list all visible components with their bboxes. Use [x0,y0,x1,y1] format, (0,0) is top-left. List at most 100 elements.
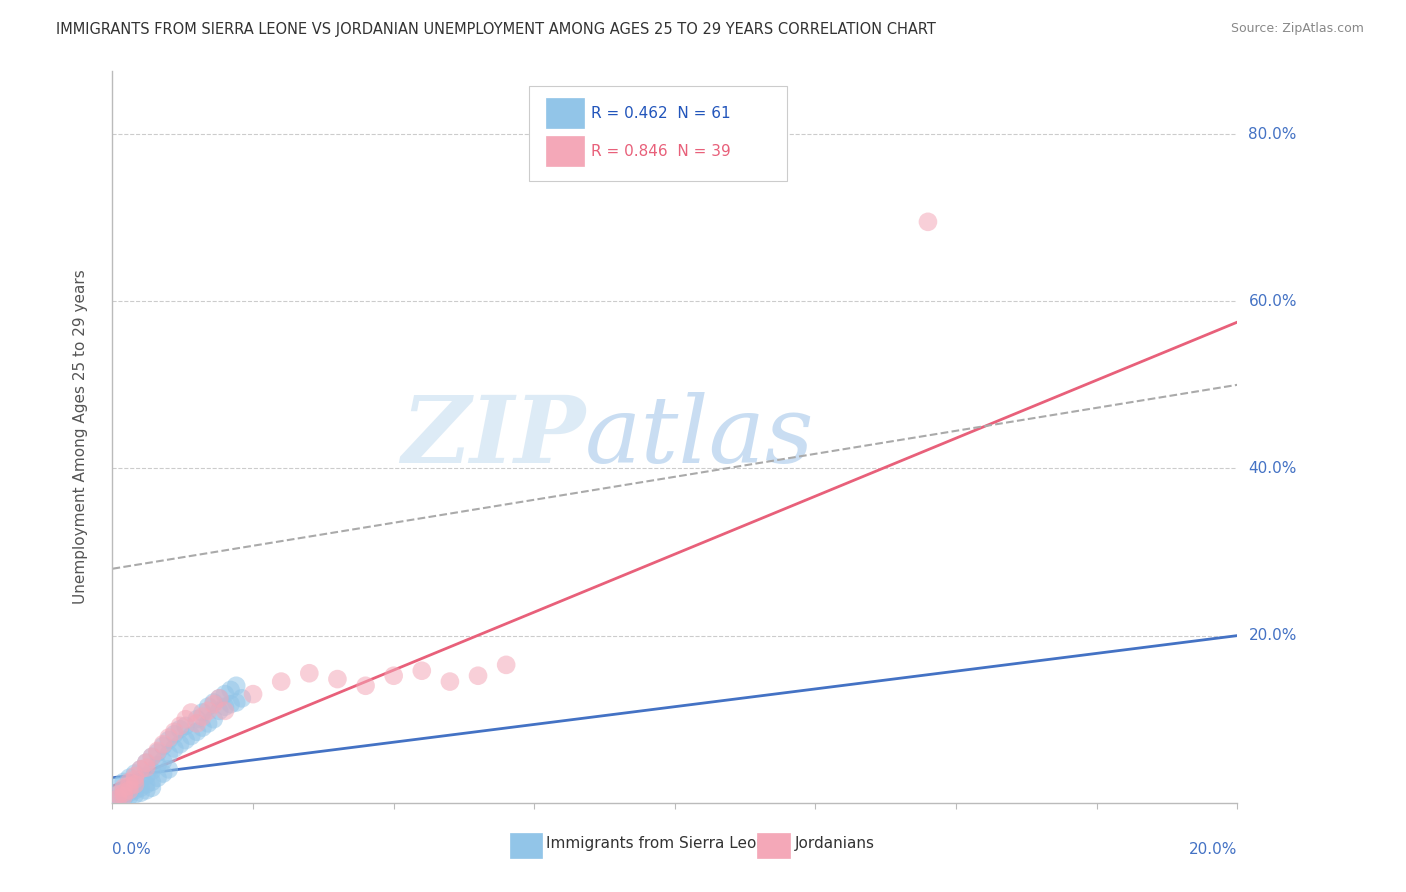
Text: 80.0%: 80.0% [1249,127,1296,142]
Point [157,747,180,762]
Point [439,674,461,689]
Point [174,719,197,733]
Point [107,788,129,802]
Text: R = 0.846  N = 39: R = 0.846 N = 39 [591,145,730,160]
Point [326,672,349,686]
Point [135,756,157,770]
Point [118,786,141,800]
Point [180,729,202,743]
Point [141,764,163,778]
Point [382,669,405,683]
Point [242,687,264,701]
Text: 20.0%: 20.0% [1249,628,1296,643]
Point [129,786,152,800]
Point [146,771,169,785]
Point [129,763,152,777]
Point [495,657,517,672]
Point [135,783,157,797]
Point [225,679,247,693]
Point [112,789,135,804]
Point [129,780,152,795]
Text: 60.0%: 60.0% [1249,293,1296,309]
Point [191,709,214,723]
Point [186,716,208,731]
Point [169,719,191,733]
Point [135,777,157,791]
Point [163,741,186,756]
Point [112,789,135,804]
Point [112,783,135,797]
Point [135,756,157,770]
Y-axis label: Unemployment Among Ages 25 to 29 years: Unemployment Among Ages 25 to 29 years [73,269,89,605]
Point [202,712,225,726]
Point [118,771,141,785]
Point [124,769,146,783]
Point [112,775,135,789]
Point [118,789,141,804]
Point [135,769,157,783]
Point [202,696,225,710]
Point [124,783,146,797]
Point [298,666,321,681]
Point [208,704,231,718]
FancyBboxPatch shape [529,86,787,181]
Point [141,749,163,764]
Point [107,788,129,802]
Point [191,706,214,720]
Point [146,744,169,758]
Point [214,704,236,718]
Point [208,691,231,706]
FancyBboxPatch shape [546,136,583,167]
Text: 40.0%: 40.0% [1249,461,1296,476]
Point [141,780,163,795]
Point [214,699,236,714]
Point [163,724,186,739]
Text: atlas: atlas [585,392,814,482]
Point [152,766,174,780]
Point [270,674,292,689]
Text: Immigrants from Sierra Leone: Immigrants from Sierra Leone [546,836,775,851]
Point [169,737,191,751]
Point [124,777,146,791]
Point [174,733,197,747]
Text: ZIP: ZIP [401,392,585,482]
Text: Source: ZipAtlas.com: Source: ZipAtlas.com [1230,22,1364,36]
Point [107,791,129,805]
Point [146,758,169,772]
Point [208,691,231,706]
Point [169,723,191,737]
Point [163,727,186,741]
Point [118,779,141,793]
Point [118,780,141,795]
Point [219,697,242,711]
Point [146,746,169,760]
Point [107,793,129,807]
Point [112,791,135,805]
Text: Jordanians: Jordanians [796,836,875,851]
Point [157,733,180,747]
Point [152,737,174,751]
Point [197,716,219,731]
Point [141,775,163,789]
Point [135,761,157,775]
Point [124,777,146,791]
Point [411,664,433,678]
Point [129,763,152,777]
Point [174,712,197,726]
Point [124,788,146,802]
Point [107,779,129,793]
FancyBboxPatch shape [509,833,543,858]
Point [197,699,219,714]
Point [157,731,180,745]
Text: 0.0%: 0.0% [112,842,152,856]
Point [118,783,141,797]
Point [467,669,489,683]
Point [225,696,247,710]
Point [141,749,163,764]
Text: IMMIGRANTS FROM SIERRA LEONE VS JORDANIAN UNEMPLOYMENT AMONG AGES 25 TO 29 YEARS: IMMIGRANTS FROM SIERRA LEONE VS JORDANIA… [56,22,936,37]
Point [180,706,202,720]
Point [152,739,174,753]
FancyBboxPatch shape [756,833,790,858]
Point [202,697,225,711]
Point [186,712,208,726]
